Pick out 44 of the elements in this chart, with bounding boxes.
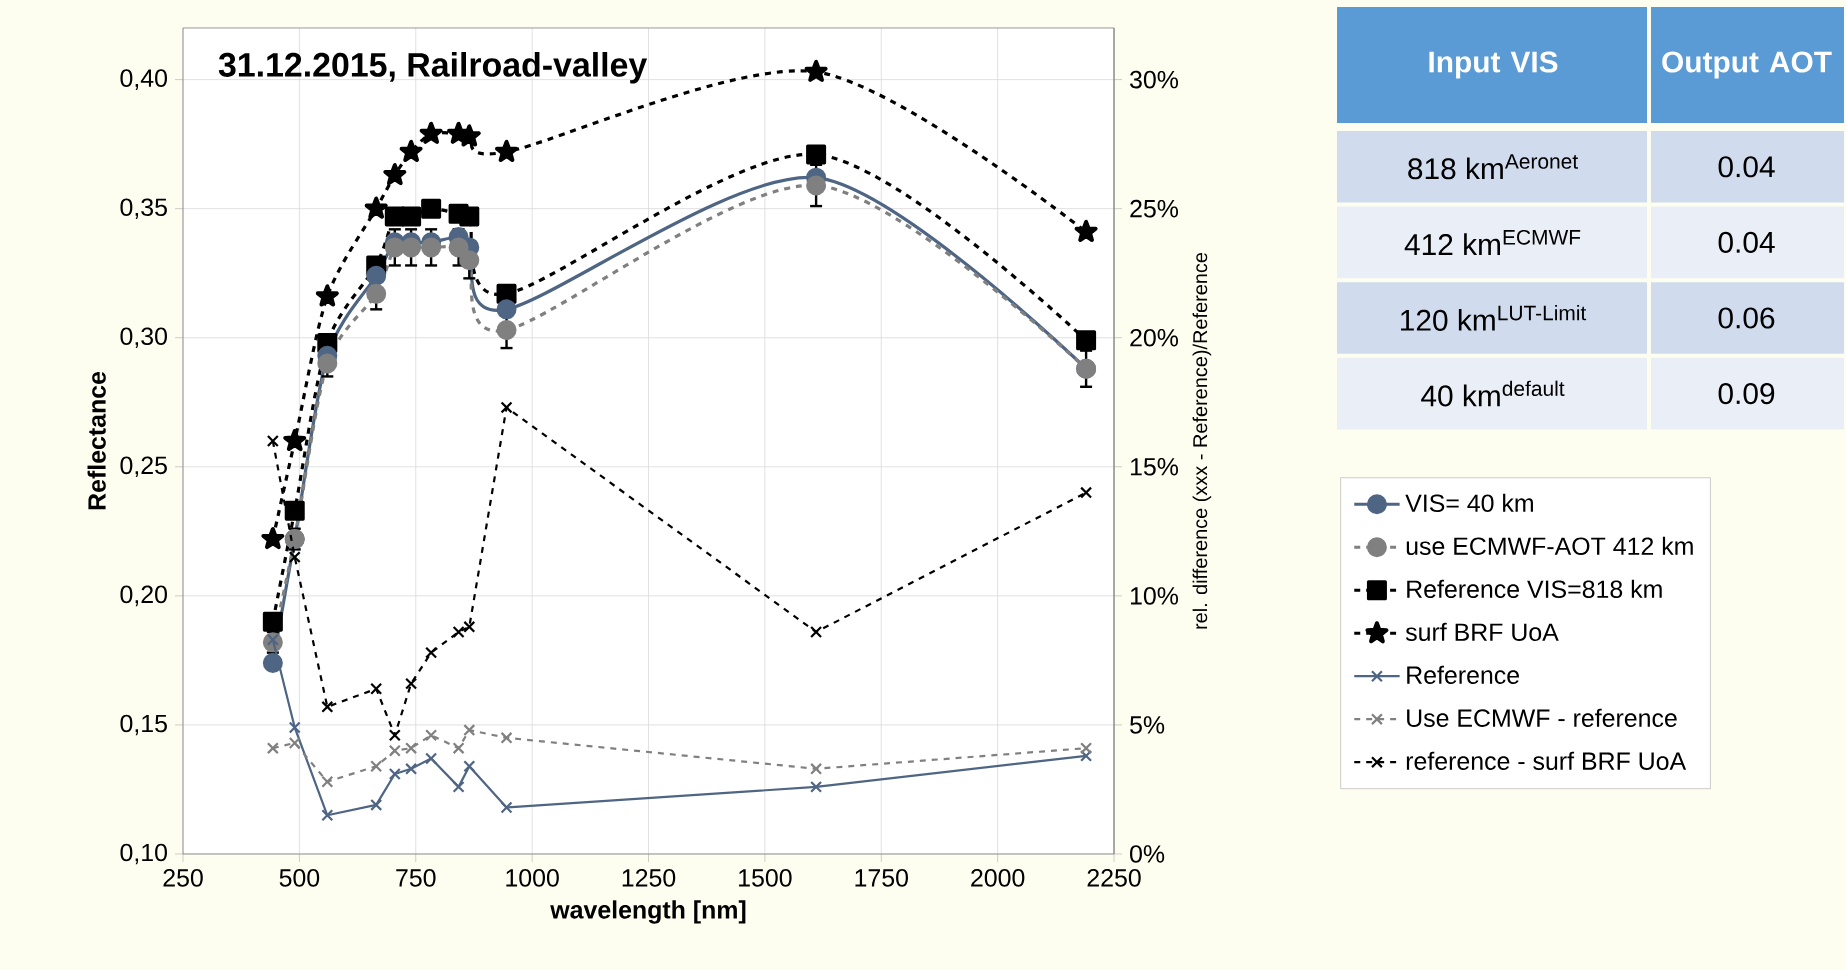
x-tick-label: 2000 [971, 869, 1025, 887]
y2-tick-label: 0% [1130, 845, 1165, 863]
y-tick-label: 0,40 [120, 69, 167, 90]
legend-label: Reference [1407, 665, 1519, 684]
y2-axis-title: rel. difference (xxx - Reference)/Reference [1192, 252, 1212, 629]
x-tick-label: 500 [279, 869, 320, 887]
y-tick-label: 0,35 [120, 198, 167, 219]
x-tick-label: 2250 [1087, 869, 1141, 887]
y-tick-label: 0,20 [120, 585, 167, 607]
y-tick-label: 0,10 [120, 843, 167, 865]
legend-label: surf BRF UoA [1405, 622, 1559, 642]
text: Input VIS [1429, 51, 1558, 79]
text: 818 km$^{Aeronet}$ [1408, 154, 1578, 180]
x-tick-label: 1750 [855, 869, 908, 887]
y2-tick-label: 10% [1130, 587, 1179, 605]
y2-tick-label: 25% [1130, 199, 1179, 218]
legend-label: use ECMWF-AOT 412 km [1406, 536, 1693, 556]
x-tick-label: 250 [163, 869, 203, 887]
legend-label: VIS= 40 km [1405, 493, 1533, 513]
text: 120 km$^{LUT-Limit}$ [1401, 305, 1587, 331]
x-tick-label: 750 [396, 869, 436, 887]
x-tick-label: 1250 [622, 869, 676, 887]
text: 0.06 [1718, 307, 1775, 329]
text: 0.04 [1718, 231, 1775, 253]
legend-label: Reference VIS=818 km [1407, 579, 1662, 599]
y2-tick-label: 30% [1130, 70, 1179, 89]
text: 412 km$^{ECMWF}$ [1404, 229, 1581, 255]
text: 0.09 [1718, 382, 1775, 405]
x-tick-label: 1500 [739, 869, 792, 887]
text: 40 km$^{default}$ [1421, 380, 1565, 407]
x-tick-label: 1000 [506, 869, 559, 887]
y-tick-label: 0,15 [120, 714, 167, 736]
text: 31.12.2015, Railroad-valley [218, 51, 648, 84]
y-axis-title: Reflectance [87, 371, 106, 510]
y-tick-label: 0,30 [120, 327, 167, 349]
legend-label: Use ECMWF - reference [1407, 708, 1677, 727]
y2-tick-label: 5% [1130, 716, 1165, 734]
legend-label: reference - surf BRF UoA [1406, 751, 1687, 770]
y2-tick-label: 20% [1130, 328, 1179, 347]
x-axis-title: wavelength [nm] [550, 900, 746, 924]
y2-tick-label: 15% [1130, 458, 1179, 476]
text: Output AOT [1662, 51, 1832, 79]
text: 0.04 [1718, 156, 1775, 178]
y-tick-label: 0,25 [120, 456, 167, 478]
